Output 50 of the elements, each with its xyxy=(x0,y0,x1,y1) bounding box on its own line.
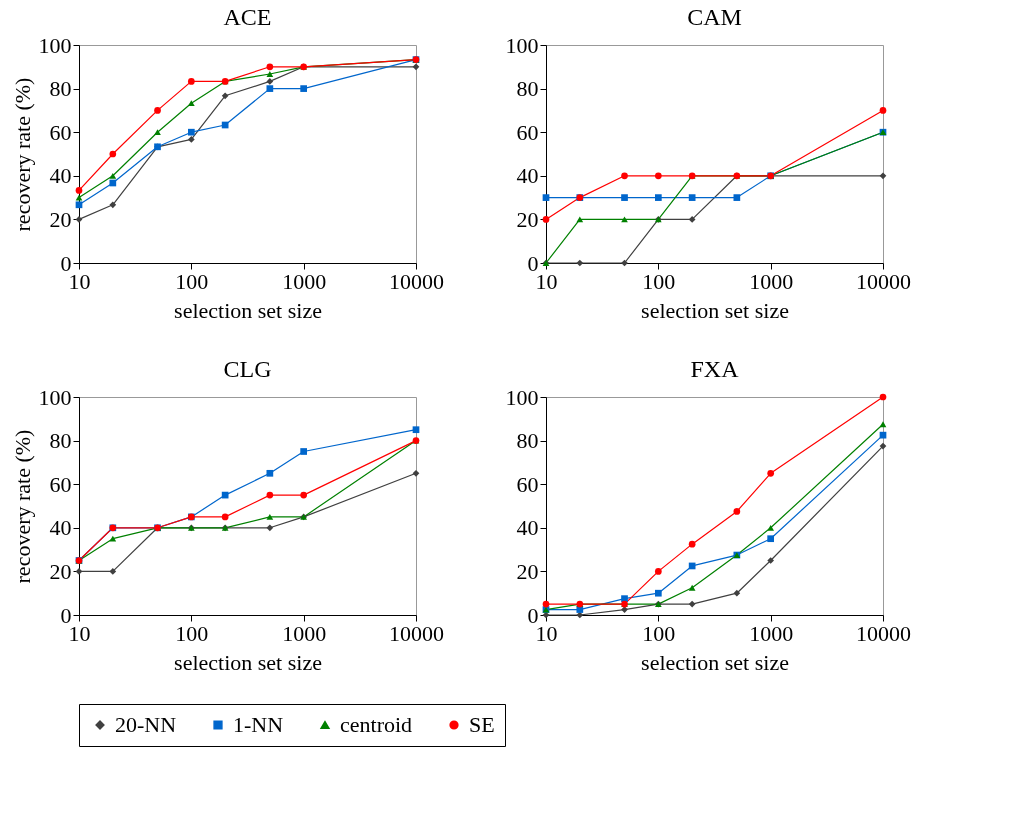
y-tick-label: 60 xyxy=(516,471,539,497)
y-axis-title: recovery rate (%) xyxy=(9,429,35,584)
y-tick-label: 40 xyxy=(49,163,72,189)
y-tick-label: 100 xyxy=(505,32,539,58)
y-tick-label: 80 xyxy=(516,76,539,102)
y-tick-label: 20 xyxy=(516,558,539,584)
y-tick-label: 20 xyxy=(516,206,539,232)
x-axis-title: selection set size xyxy=(174,297,322,323)
x-tick-label: 10000 xyxy=(856,268,911,294)
chart-title: FXA xyxy=(690,356,740,382)
x-axis-title: selection set size xyxy=(641,297,789,323)
legend-label: SE xyxy=(469,712,495,737)
legend-label: 1-NN xyxy=(233,712,284,737)
x-axis-title: selection set size xyxy=(174,649,322,675)
y-axis-title: recovery rate (%) xyxy=(9,77,35,232)
x-tick-label: 100 xyxy=(175,620,209,646)
chart-title: ACE xyxy=(223,4,272,30)
x-tick-label: 1000 xyxy=(749,620,794,646)
x-tick-label: 10000 xyxy=(389,268,444,294)
x-tick-label: 100 xyxy=(175,268,209,294)
x-tick-label: 1000 xyxy=(282,620,327,646)
x-tick-label: 1000 xyxy=(282,268,327,294)
chart-title: CAM xyxy=(687,4,742,30)
legend-label: centroid xyxy=(340,712,413,737)
x-tick-label: 1000 xyxy=(749,268,794,294)
y-tick-label: 20 xyxy=(49,558,72,584)
x-tick-label: 10000 xyxy=(389,620,444,646)
y-tick-label: 0 xyxy=(60,602,72,628)
y-tick-label: 100 xyxy=(505,384,539,410)
y-tick-label: 80 xyxy=(49,428,72,454)
x-tick-label: 10000 xyxy=(856,620,911,646)
y-tick-label: 100 xyxy=(38,32,72,58)
y-tick-label: 100 xyxy=(38,384,72,410)
legend-label: 20-NN xyxy=(115,712,177,737)
x-axis-title: selection set size xyxy=(641,649,789,675)
x-tick-label: 100 xyxy=(642,620,676,646)
x-tick-label: 100 xyxy=(642,268,676,294)
y-tick-label: 80 xyxy=(49,76,72,102)
y-tick-label: 60 xyxy=(49,471,72,497)
chart-title: CLG xyxy=(223,356,272,382)
y-tick-label: 40 xyxy=(49,515,72,541)
y-tick-label: 60 xyxy=(516,119,539,145)
y-tick-label: 80 xyxy=(516,428,539,454)
y-tick-label: 20 xyxy=(49,206,72,232)
y-tick-label: 60 xyxy=(49,119,72,145)
y-tick-label: 40 xyxy=(516,515,539,541)
y-tick-label: 0 xyxy=(527,250,539,276)
y-tick-label: 0 xyxy=(527,602,539,628)
y-tick-label: 0 xyxy=(60,250,72,276)
y-tick-label: 40 xyxy=(516,163,539,189)
